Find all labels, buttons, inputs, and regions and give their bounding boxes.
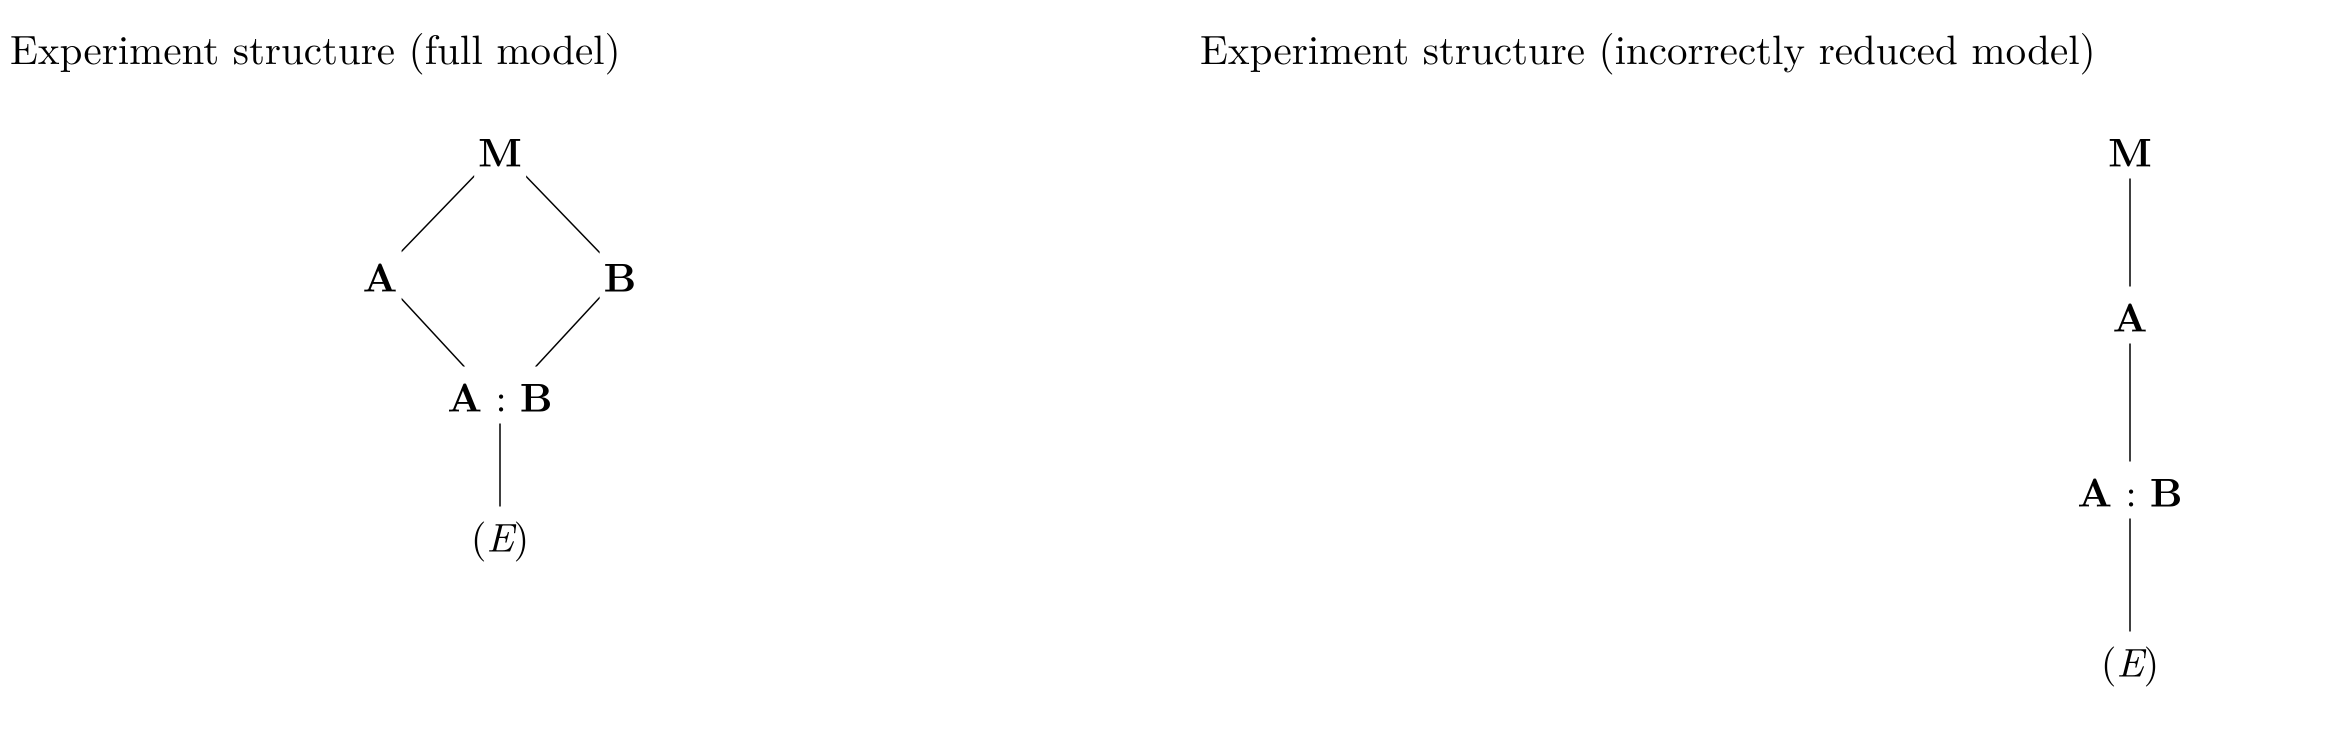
edges-reduced-model bbox=[1200, 0, 2344, 731]
node-AB: A : B bbox=[443, 367, 556, 424]
edges-full-model bbox=[10, 0, 1160, 731]
node-E-r-inner: E bbox=[2116, 632, 2143, 689]
edge-B-AB bbox=[528, 295, 602, 375]
node-AB-A: A bbox=[447, 367, 482, 424]
node-AB-r: A : B bbox=[2073, 462, 2186, 519]
node-A-r: A bbox=[2109, 287, 2152, 344]
node-AB-r-colon: : bbox=[2112, 462, 2150, 519]
node-A: A bbox=[359, 247, 402, 304]
node-E: (E) bbox=[467, 507, 533, 564]
edge-A-AB bbox=[398, 295, 472, 375]
node-M-r: M bbox=[2104, 122, 2156, 179]
node-AB-r-B: B bbox=[2150, 462, 2183, 519]
node-M: M bbox=[474, 122, 526, 179]
node-B: B bbox=[600, 247, 641, 304]
node-E-inner: E bbox=[486, 507, 513, 564]
edge-M-A bbox=[398, 168, 482, 255]
node-AB-colon: : bbox=[482, 367, 520, 424]
node-AB-B: B bbox=[520, 367, 553, 424]
node-E-r: (E) bbox=[2097, 632, 2163, 689]
node-AB-r-A: A bbox=[2077, 462, 2112, 519]
edge-M-B bbox=[518, 168, 602, 255]
